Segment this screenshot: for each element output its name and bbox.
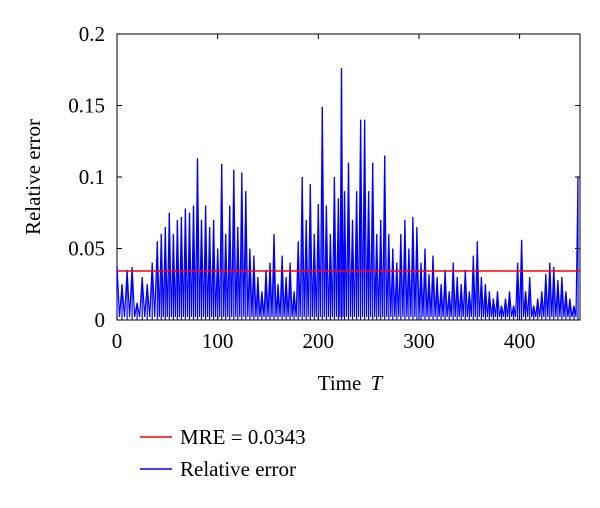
y-tick-label: 0.2 xyxy=(79,22,105,46)
x-tick-label: 200 xyxy=(303,329,335,353)
x-tick-label: 300 xyxy=(403,329,435,353)
legend: MRE = 0.0343 Relative error xyxy=(140,425,306,481)
x-axis-label-text: Time xyxy=(318,371,362,395)
y-tick-label: 0 xyxy=(95,308,106,332)
x-tick-label: 0 xyxy=(112,329,123,353)
y-tick-label: 0.15 xyxy=(68,94,105,118)
x-tick-label: 100 xyxy=(202,329,234,353)
legend-mre-label: MRE = 0.0343 xyxy=(180,425,306,449)
x-axis: 0 100 200 300 400 xyxy=(112,34,536,353)
y-tick-label: 0.1 xyxy=(79,165,105,189)
x-axis-label: Time T xyxy=(318,371,384,395)
x-tick-label: 400 xyxy=(504,329,536,353)
legend-relative-error-label: Relative error xyxy=(180,457,296,481)
y-tick-label: 0.05 xyxy=(68,237,105,261)
y-axis-label: Relative error xyxy=(21,119,45,235)
relative-error-line xyxy=(116,68,579,318)
x-axis-label-italic: T xyxy=(371,371,384,395)
y-axis: 0 0.05 0.1 0.15 0.2 xyxy=(68,22,580,332)
relative-error-series xyxy=(116,68,579,320)
